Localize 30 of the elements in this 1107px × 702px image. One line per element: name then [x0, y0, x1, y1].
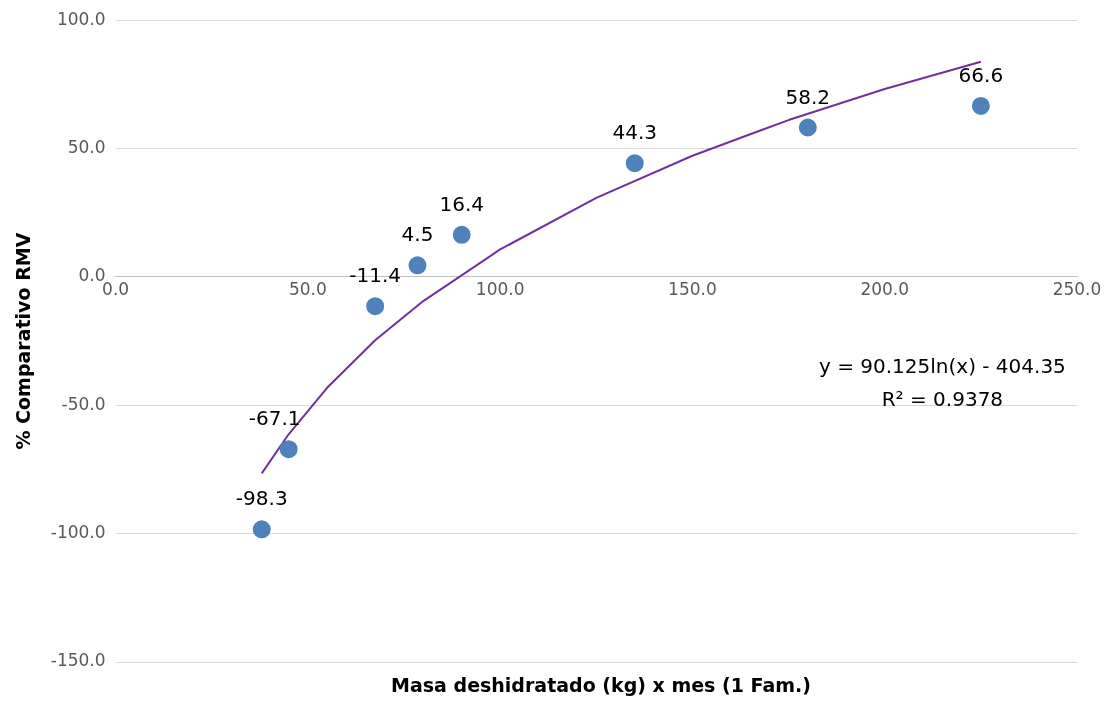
- data-label: 66.6: [958, 62, 1004, 87]
- annotation: y = 90.125ln(x) - 404.35: [818, 354, 1066, 379]
- y-tick-label: 100.0: [56, 8, 106, 29]
- y-tick-label: 50.0: [67, 136, 106, 157]
- point: [408, 256, 427, 275]
- x-tick-label: 150.0: [668, 278, 717, 299]
- data-label: -67.1: [248, 406, 301, 431]
- x-tick-label: 250.0: [1052, 278, 1102, 299]
- point: [252, 520, 271, 539]
- point: [971, 96, 990, 115]
- point: [798, 118, 817, 137]
- point: [366, 297, 385, 316]
- x-tick-label: 50.0: [288, 278, 327, 299]
- y-tick-label: -100.0: [50, 522, 106, 543]
- y-tick-label: -50.0: [61, 393, 106, 414]
- point: [452, 225, 471, 244]
- x-tick-label: 100.0: [475, 278, 525, 299]
- data-label: -98.3: [235, 486, 288, 511]
- point: [279, 440, 298, 459]
- data-label: -11.4: [349, 263, 402, 288]
- data-label: 44.3: [612, 120, 658, 145]
- data-label: 4.5: [401, 222, 434, 247]
- y-tick-label: -150.0: [50, 650, 106, 671]
- data-label: 16.4: [439, 191, 484, 216]
- x-axis-title: Masa deshidratado (kg) x mes (1 Fam.): [390, 674, 812, 696]
- annotation: R² = 0.9378: [881, 387, 1004, 412]
- point: [625, 154, 644, 173]
- x-tick-label: 200.0: [860, 278, 910, 299]
- data-label: 58.2: [785, 84, 831, 109]
- y-axis-title: % Comparativo RMV: [12, 232, 35, 450]
